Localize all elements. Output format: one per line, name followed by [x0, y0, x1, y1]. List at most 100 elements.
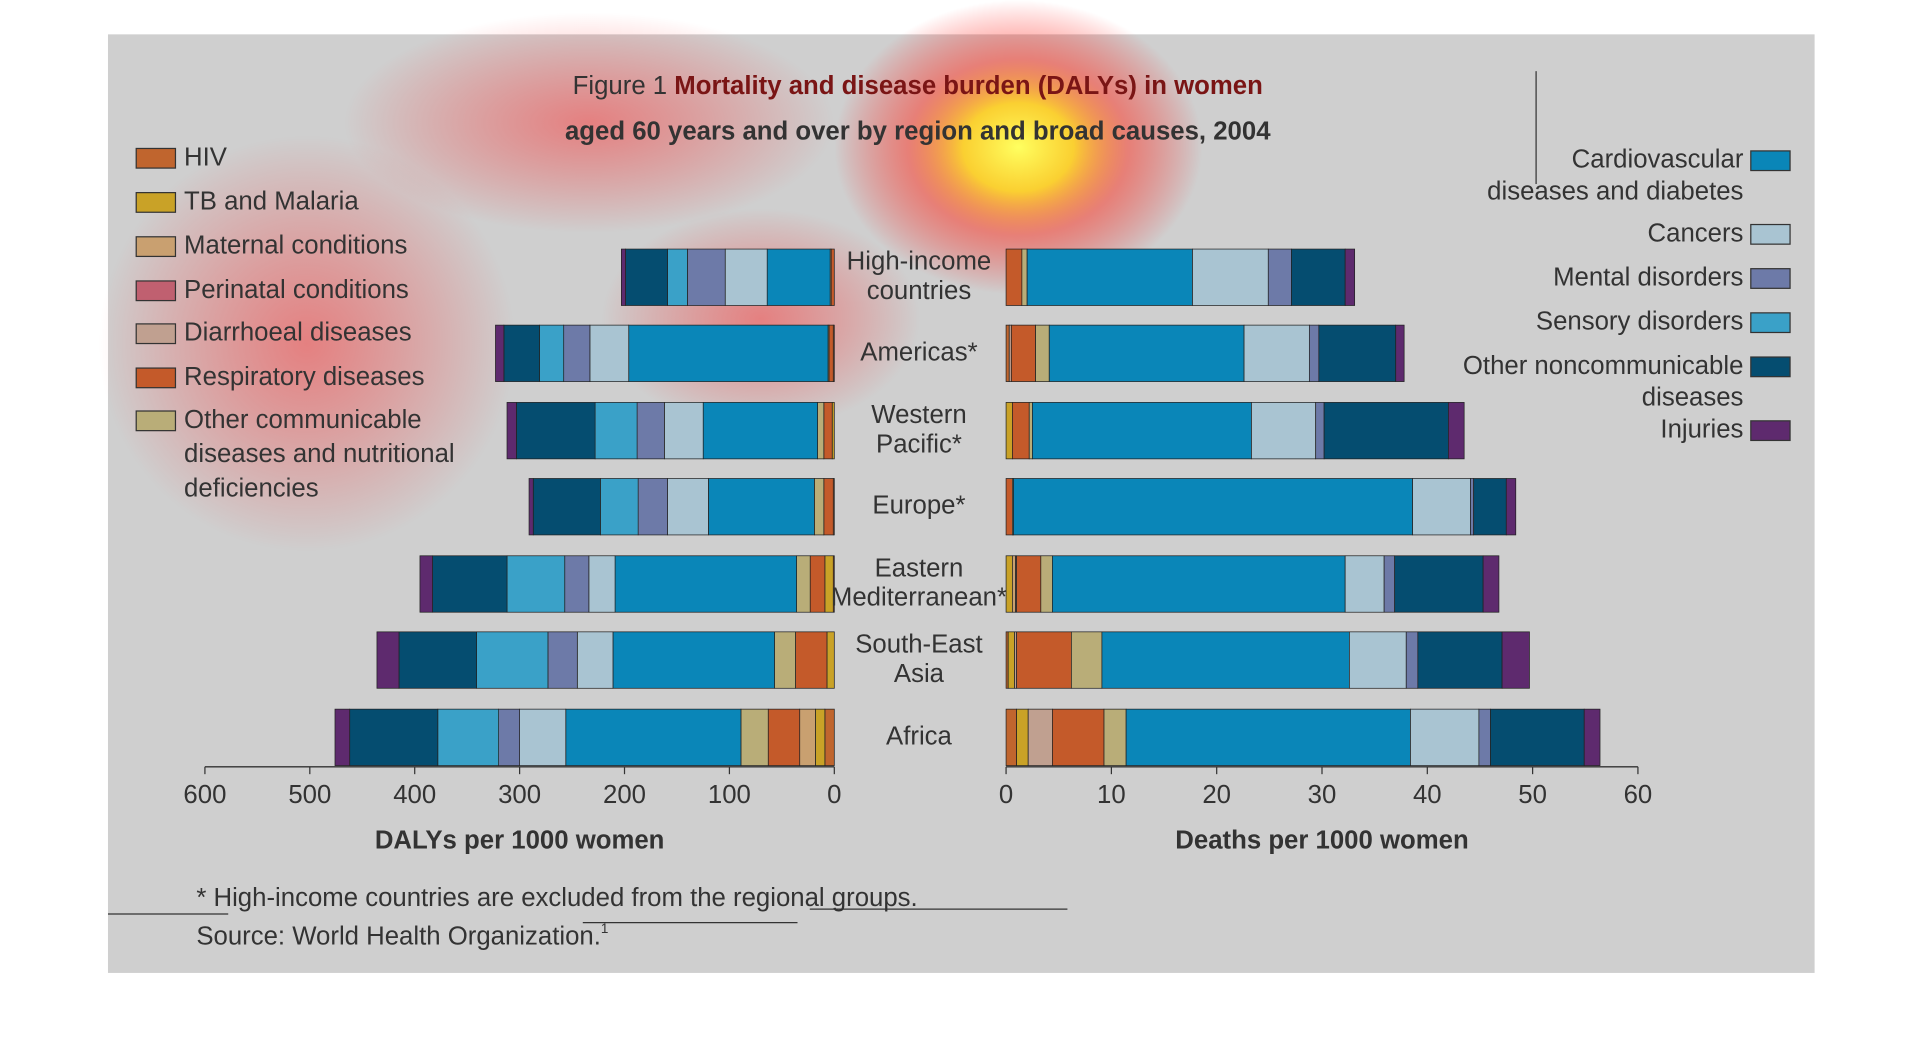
legend-label-line: diseases	[1642, 384, 1744, 412]
bar	[1026, 248, 1193, 306]
bar	[588, 555, 616, 613]
bar	[589, 324, 630, 382]
bar	[1032, 402, 1252, 460]
bar	[1291, 248, 1346, 306]
decor-lines	[107, 908, 1068, 924]
bar	[1012, 402, 1030, 460]
bar	[1583, 708, 1601, 766]
source-text: Source: World Health Organization.	[196, 922, 601, 950]
region-label-line: Africa	[886, 722, 953, 750]
bar	[625, 248, 668, 306]
bar	[600, 478, 639, 536]
region-label-line: Americas*	[860, 338, 977, 366]
region-label: Eastern Mediterranean*	[831, 554, 1007, 611]
bar	[612, 631, 775, 689]
bar	[349, 708, 439, 766]
x-tick-label: 600	[183, 781, 226, 809]
bar	[1412, 478, 1471, 536]
legend-swatch	[1750, 150, 1791, 172]
bar	[1501, 631, 1530, 689]
bar	[628, 324, 829, 382]
legend-label-line: Cardiovascular	[1572, 146, 1744, 174]
title-line: aged 60 years and over by region and bro…	[565, 117, 1271, 145]
legend-swatch	[135, 280, 177, 302]
bar	[1005, 708, 1017, 766]
bar	[1490, 708, 1585, 766]
bar	[506, 402, 517, 460]
bar	[1052, 708, 1105, 766]
bar	[1103, 708, 1127, 766]
bar	[815, 708, 826, 766]
legend-label-line: Mental disorders	[1553, 263, 1743, 291]
bar	[1267, 248, 1292, 306]
bar	[1016, 631, 1072, 689]
region-label-line: Pacific*	[876, 430, 962, 458]
x-axis-label: DALYs per 1000 women	[375, 826, 665, 854]
bar	[667, 478, 709, 536]
bar	[1478, 708, 1491, 766]
bar	[1016, 555, 1042, 613]
heat-spot	[98, 134, 516, 553]
bar	[437, 708, 500, 766]
region-label: Africa	[886, 722, 953, 750]
bar	[594, 402, 638, 460]
x-tick-label: 400	[393, 781, 436, 809]
bar	[1052, 555, 1346, 613]
bar	[563, 324, 591, 382]
legend-swatch	[135, 367, 177, 389]
bar	[1013, 478, 1413, 536]
bar	[1005, 248, 1023, 306]
bar	[1251, 402, 1317, 460]
legend-swatch	[135, 323, 177, 345]
x-tick-label: 100	[708, 781, 751, 809]
bar	[1007, 631, 1015, 689]
legend-label: Injuries	[1660, 415, 1743, 443]
bar	[1101, 631, 1350, 689]
bar	[1344, 248, 1356, 306]
bar	[1070, 631, 1103, 689]
legend-label-line: Diarrhoeal diseases	[184, 319, 412, 347]
bar	[1005, 324, 1010, 382]
legend-label-line: deficiencies	[184, 474, 319, 502]
legend-label-line: Other noncommunicable	[1463, 352, 1744, 380]
x-tick-label: 300	[498, 781, 541, 809]
bar	[830, 248, 835, 306]
bar	[774, 631, 796, 689]
x-tick-label: 40	[1413, 781, 1442, 809]
bar	[1012, 555, 1016, 613]
bar	[796, 555, 811, 613]
region-label: Europe*	[872, 492, 965, 520]
bar	[1005, 402, 1013, 460]
legend-label-line: Other communicable	[184, 406, 422, 434]
x-tick-label: 60	[1624, 781, 1653, 809]
bar	[1027, 708, 1053, 766]
region-label: Americas*	[860, 338, 977, 366]
region-label-line: Mediterranean*	[831, 584, 1007, 612]
bar	[1308, 324, 1320, 382]
bar	[823, 478, 834, 536]
region-label-line: countries	[867, 277, 971, 305]
legend-label: Respiratory diseases	[184, 363, 424, 391]
footnote: * High-income countries are excluded fro…	[196, 884, 917, 912]
x-tick-label: 10	[1097, 781, 1126, 809]
legend-label: TB and Malaria	[184, 187, 359, 215]
legend-label-line: diseases and diabetes	[1487, 177, 1743, 205]
bar	[824, 708, 835, 766]
heat-spot	[601, 208, 921, 430]
bar	[1394, 555, 1484, 613]
x-tick-label: 20	[1202, 781, 1231, 809]
bar	[1383, 555, 1396, 613]
legend-swatch	[1750, 268, 1791, 289]
legend-label: Mental disorders	[1553, 263, 1743, 291]
bar	[1318, 324, 1397, 382]
bar	[1048, 324, 1245, 382]
region-label-line: Europe*	[872, 492, 965, 520]
bar	[547, 631, 578, 689]
legend-label: HIV	[184, 143, 228, 171]
legend-label-line: Cancers	[1648, 219, 1744, 247]
bar	[637, 478, 668, 536]
bar	[702, 402, 818, 460]
bar	[506, 555, 566, 613]
